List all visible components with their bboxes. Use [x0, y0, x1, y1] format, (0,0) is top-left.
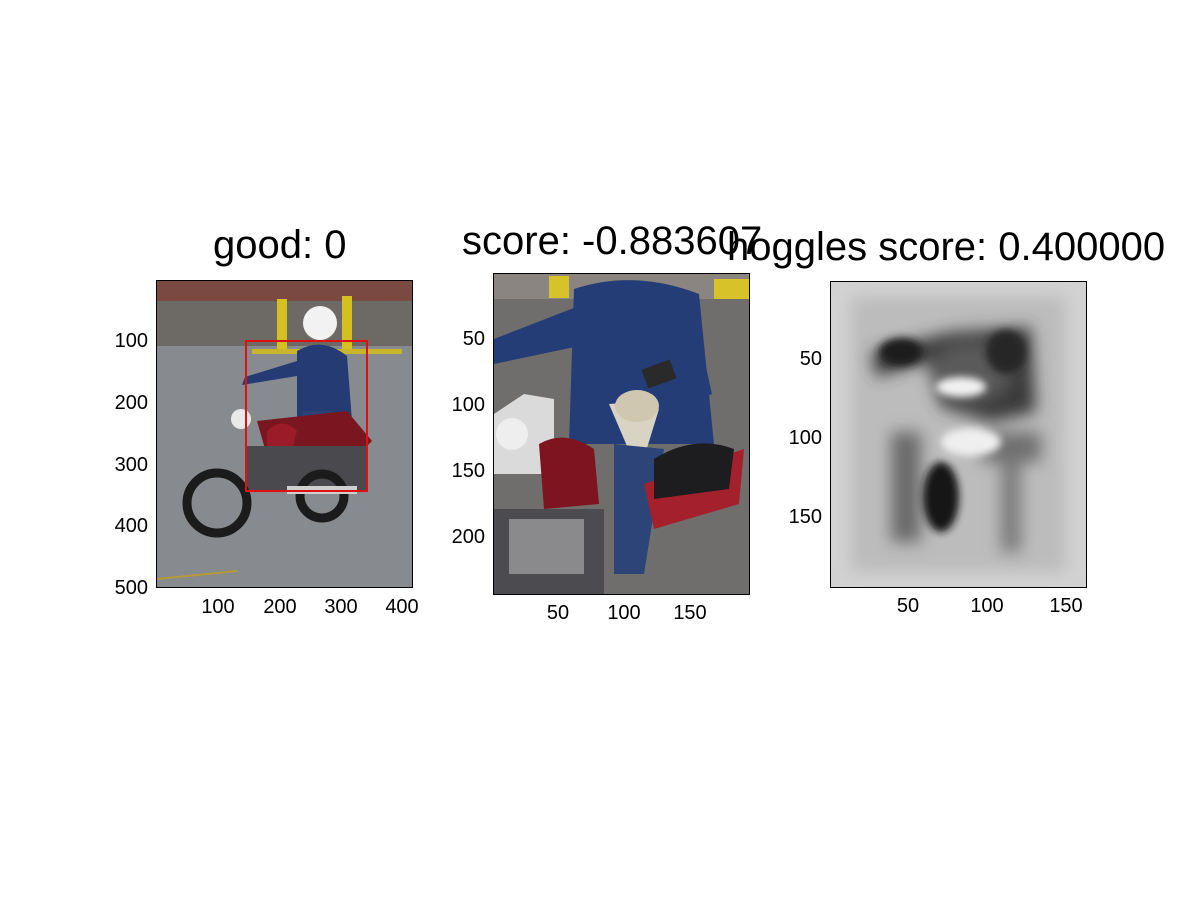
panel3-xtick: 150	[1049, 595, 1083, 617]
panel1-xtick: 100	[201, 596, 235, 618]
panel2-ytick: 100	[451, 394, 485, 416]
panel1-xtick: 300	[324, 596, 358, 618]
panel1-ytick: 400	[114, 515, 148, 537]
panel1-image	[157, 281, 412, 587]
panel1-ytick: 500	[114, 577, 148, 599]
panel2-axes	[493, 273, 750, 595]
panel3-axes	[830, 281, 1087, 588]
panel3-title: hoggles score: 0.400000	[727, 225, 1166, 269]
panel3-ytick: 50	[799, 348, 822, 370]
panel1-axes	[156, 280, 413, 588]
panel2-xtick: 150	[673, 602, 707, 624]
panel1-xtick: 400	[385, 596, 419, 618]
panel2-ytick: 50	[462, 328, 485, 350]
panel1-title: good: 0	[213, 223, 347, 267]
panel2-xtick: 100	[607, 602, 641, 624]
panel2-xtick: 50	[546, 602, 570, 624]
panel2-ytick: 200	[451, 526, 485, 548]
panel1-ytick: 100	[114, 330, 148, 352]
panel1-xtick: 200	[263, 596, 297, 618]
panel2-ytick: 150	[451, 460, 485, 482]
panel1-ytick: 300	[114, 454, 148, 476]
panel3-xtick: 50	[896, 595, 920, 617]
panel2-image	[494, 274, 749, 594]
panel2-title: score: -0.883607	[462, 219, 763, 263]
panel3-xtick: 100	[970, 595, 1004, 617]
panel3-ytick: 150	[788, 506, 822, 528]
panel1-ytick: 200	[114, 392, 148, 414]
panel3-image	[831, 282, 1086, 587]
panel3-ytick: 100	[788, 427, 822, 449]
